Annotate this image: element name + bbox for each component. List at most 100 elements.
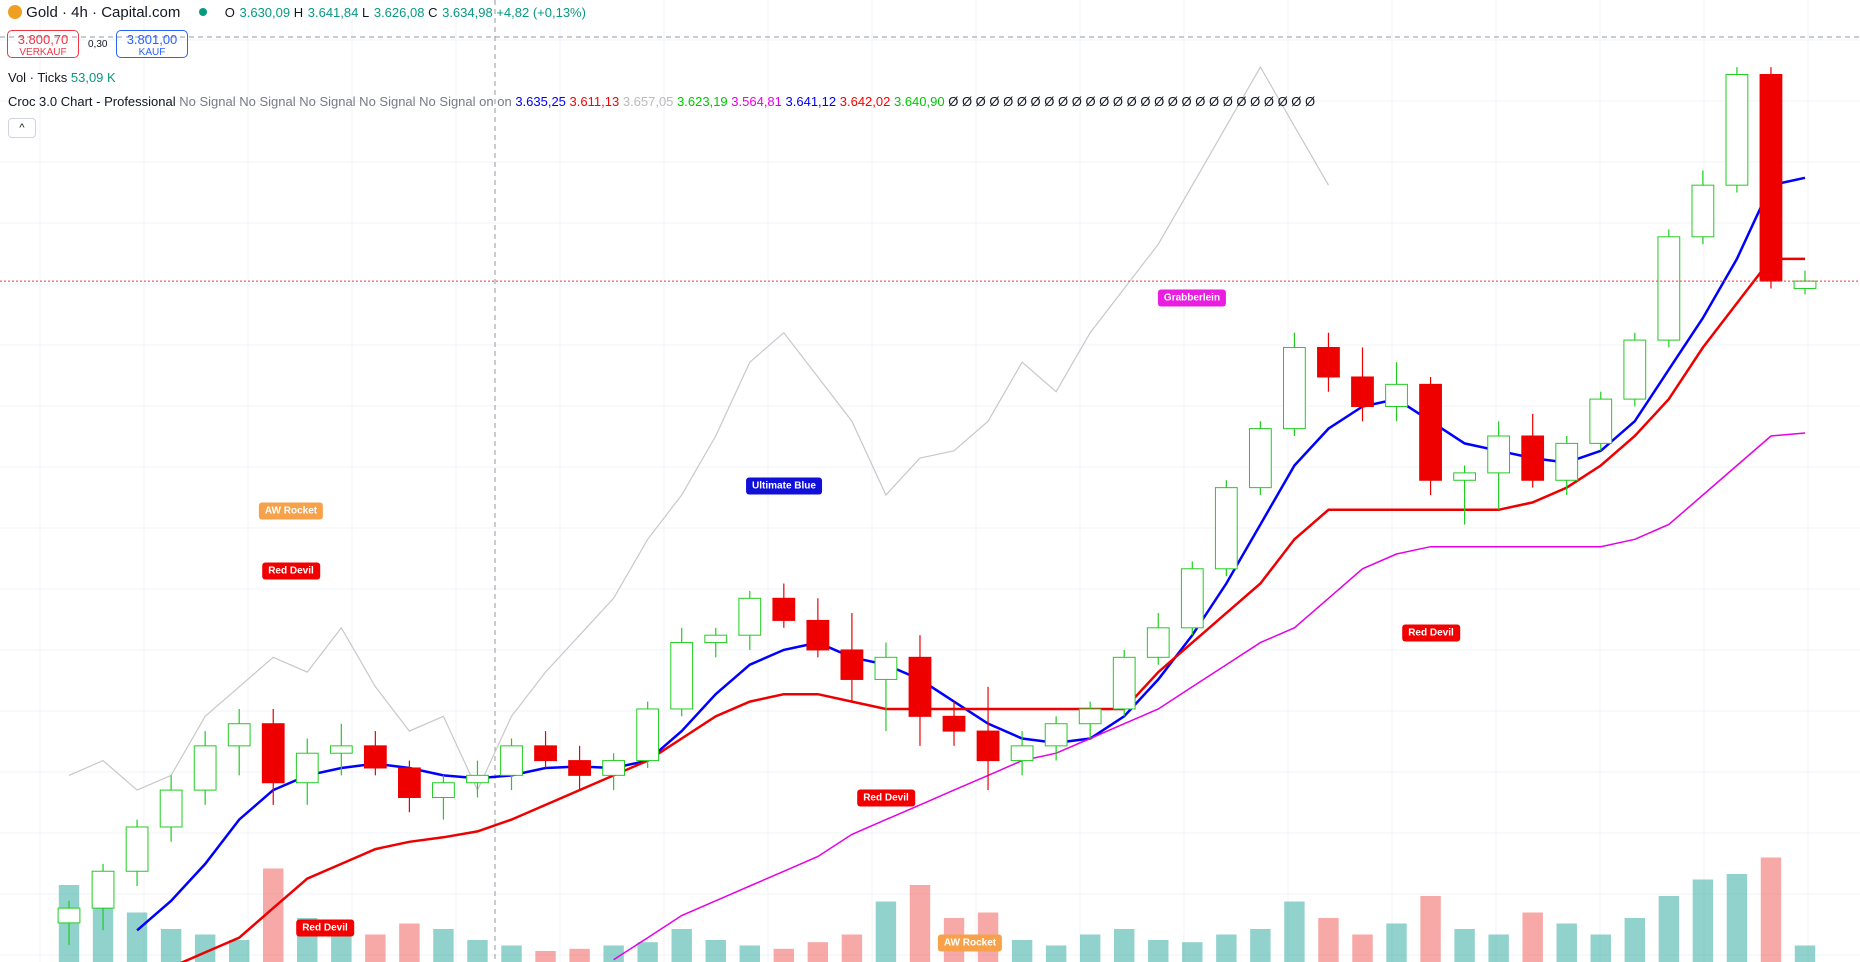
candle-body	[57, 907, 81, 924]
candle-body	[1351, 376, 1374, 407]
ohlc-value: 3.626,08	[373, 5, 425, 20]
ohlc-value: 3.641,84	[307, 5, 359, 20]
candle-body	[1521, 435, 1545, 481]
candle-body	[874, 656, 898, 680]
spread: 0,30	[88, 39, 108, 50]
candle-body	[159, 789, 183, 828]
logo	[8, 5, 22, 19]
candle-body	[1793, 280, 1817, 289]
signal-label: AW Rocket	[258, 502, 324, 520]
indicator-empties: Ø Ø Ø Ø Ø Ø Ø Ø Ø Ø Ø Ø Ø Ø Ø Ø Ø Ø Ø Ø …	[948, 94, 1316, 109]
candle-body	[227, 723, 251, 747]
indicator-value: 3.642,02	[839, 94, 891, 109]
volume-bar	[1148, 940, 1169, 962]
volume-bar	[1760, 857, 1782, 962]
volume-bar	[1794, 945, 1816, 962]
candle-body	[840, 649, 864, 680]
ohlc-key: C	[428, 5, 438, 20]
volume-bar	[569, 948, 590, 962]
volume-bar	[501, 945, 522, 962]
ohlc-value: 3.630,09	[239, 5, 291, 20]
volume-bar	[773, 948, 795, 962]
volume-bar	[467, 940, 488, 962]
symbol-row: Gold · 4h · Capital.com O 3.630,09 H 3.6…	[8, 4, 586, 21]
ohlc-key: H	[293, 5, 304, 20]
candle-body	[670, 642, 694, 710]
candle-body	[261, 723, 285, 784]
candle-body	[295, 752, 319, 784]
volume-legend: Vol · Ticks 53,09 K	[8, 70, 116, 85]
volume-bar	[1318, 918, 1339, 962]
volume-bar	[1216, 934, 1237, 962]
candle-body	[1248, 428, 1272, 489]
volume-bar	[1420, 896, 1441, 962]
candle-body	[329, 745, 353, 754]
candle-body	[500, 745, 523, 776]
ohlc-key: L	[361, 5, 370, 20]
buy-button[interactable]: 3.801,00 KAUF	[116, 30, 188, 58]
signal-label: AW Rocket	[937, 934, 1003, 952]
candle-body	[942, 715, 966, 732]
ohlc-key: O	[224, 5, 235, 20]
volume-bar	[263, 868, 284, 962]
indicator-value: 3.657,05	[622, 94, 674, 109]
sell-button[interactable]: 3.800,70 VERKAUF	[7, 30, 79, 58]
volume-bar	[228, 940, 250, 962]
candle-body	[636, 708, 660, 762]
indicator-value: 3.635,25	[515, 94, 566, 109]
change: +4,82 (+0,13%)	[496, 5, 586, 20]
candle-body	[432, 782, 455, 798]
sell-label: VERKAUF	[19, 47, 67, 58]
ohlc: O 3.630,09 H 3.641,84 L 3.626,08 C 3.634…	[225, 5, 497, 20]
signal-label: Red Devil	[1402, 624, 1460, 642]
volume-bar	[1250, 929, 1271, 962]
indicator-line	[136, 176, 1806, 932]
signal-label: Red Devil	[262, 562, 320, 580]
indicator-line	[613, 432, 1806, 961]
candle-body	[1214, 487, 1238, 570]
symbol[interactable]: Gold · 4h · Capital.com	[26, 4, 181, 21]
candle-body	[908, 656, 932, 717]
indicator-line	[179, 257, 1805, 962]
volume-bar	[1590, 934, 1611, 962]
candle-body	[568, 760, 591, 776]
candle-body	[1283, 346, 1306, 430]
candle-body	[1385, 383, 1408, 407]
candle-body	[976, 730, 1000, 762]
volume-bar	[671, 929, 692, 962]
volume-bar	[909, 885, 931, 962]
vol-value: 53,09 K	[70, 70, 116, 85]
volume-bar	[1045, 945, 1067, 962]
candle-body	[1555, 442, 1579, 481]
collapse-button[interactable]: ^	[8, 118, 36, 138]
buy-price: 3.801,00	[126, 32, 178, 47]
volume-bar	[331, 929, 352, 962]
volume-bar	[1284, 901, 1305, 962]
candle-body	[1419, 383, 1442, 481]
candle-body	[1589, 398, 1613, 444]
candle-body	[1691, 184, 1715, 238]
volume-bar	[1386, 923, 1407, 962]
indicator-value: 3.611,13	[569, 94, 620, 109]
candle-body	[1180, 568, 1204, 629]
candle-body	[466, 774, 489, 784]
indicator-value: 3.564,81	[731, 94, 782, 109]
candle-body	[1725, 74, 1749, 186]
signal-label: Red Devil	[296, 919, 354, 937]
candle-body	[1487, 435, 1511, 474]
candle-body	[1078, 708, 1102, 725]
volume-bar	[875, 901, 897, 962]
indicator-status: No Signal No Signal No Signal No Signal …	[179, 94, 512, 109]
candle-body	[602, 760, 626, 776]
indicator-value: 3.623,19	[677, 94, 728, 109]
candle-body	[1112, 656, 1136, 710]
volume-bar	[637, 942, 658, 962]
candle-body	[1317, 346, 1340, 378]
volume-bar	[1182, 942, 1203, 962]
volume-bar	[365, 934, 386, 962]
signal-label: Grabberlein	[1157, 289, 1227, 307]
volume-bar	[433, 929, 454, 962]
candle-body	[91, 870, 115, 909]
ohlc-value: 3.634,98	[442, 5, 493, 20]
